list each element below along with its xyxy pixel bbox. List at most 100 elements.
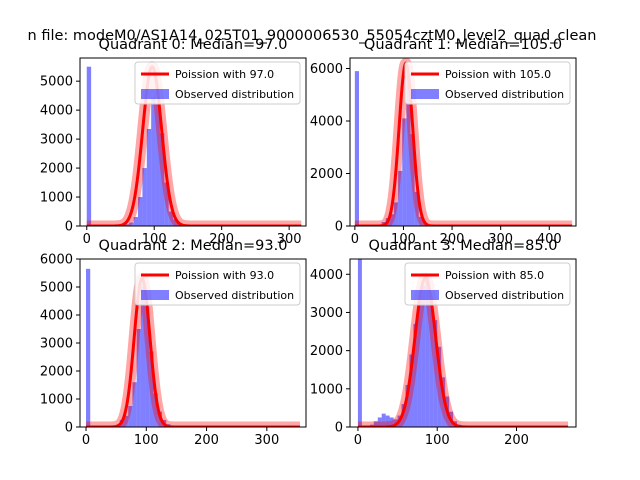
x-tick-label: 100 [142,232,167,247]
x-tick-label: 0 [82,433,90,448]
x-tick-label: 300 [254,433,279,448]
subplot-quadrant-3: Quadrant 3: Median=85.00 100 2000100020003… [310,238,577,448]
histogram-bar [402,118,407,226]
histogram-bar [393,202,399,226]
figure-suptitle: n file: modeM0/AS1A14_025T01_9000006530_… [28,28,597,44]
histogram-bar [142,168,147,226]
histogram-bar [168,211,174,226]
x-tick-label: 200 [194,433,219,448]
legend: Poission with 85.0 Observed distribution [404,262,571,306]
histogram-bar [398,170,403,226]
legend-hist-label: Observed distribution [445,289,564,302]
histogram-bar [413,323,418,427]
subplot-quadrant-2: Quadrant 2: Median=93.00 100 200 3000100020… [40,238,307,448]
y-tick-label: 4000 [310,115,343,130]
legend: Poission with 93.0 Observed distribution [134,262,301,306]
legend-box [134,262,301,306]
histogram-bar [441,377,446,427]
y-tick-label: 2000 [40,365,73,380]
y-tick-label: 4000 [310,268,343,283]
legend-hist-label: Observed distribution [445,88,564,101]
histogram-bar [414,191,419,226]
y-tick-label: 3000 [310,306,343,321]
x-tick-label: 200 [504,433,529,448]
histogram-bar [421,285,426,427]
legend: Poission with 97.0 Observed distribution [134,61,301,105]
histogram-bar [385,415,390,427]
subplot-quadrant-0: Quadrant 0: Median=97.00 100 200 3000100020… [40,37,307,247]
axes-frame [79,57,307,227]
x-tick-label: 300 [277,232,302,247]
histogram-bar [132,382,137,427]
y-tick-label: 6000 [40,253,73,268]
histogram-bar [357,259,362,427]
histogram-bar [417,301,422,427]
y-tick-label: 0 [65,421,73,436]
y-tick-label: 4000 [40,104,73,119]
histogram-bar [381,413,386,427]
histogram-bar [123,415,129,427]
histogram-bar [149,351,154,427]
y-tick-label: 5000 [40,75,73,90]
histogram-bar [124,224,130,226]
y-tick-label: 0 [335,421,343,436]
y-tick-label: 3000 [40,133,73,148]
x-tick-label: 100 [391,232,416,247]
histogram-bar [164,182,169,226]
histogram-bar [153,393,158,427]
y-tick-label: 2000 [310,167,343,182]
y-tick-label: 0 [65,220,73,235]
y-tick-label: 1000 [310,382,343,397]
histogram-bar [409,354,414,427]
fit-curve [85,277,301,427]
legend-hist-swatch [411,89,439,99]
y-tick-label: 1000 [40,191,73,206]
legend-hist-swatch [141,89,169,99]
subplot-title: Quadrant 1: Median=105.0 [364,37,562,53]
plot-area [81,268,305,427]
legend-fit-label: Poission with 105.0 [445,68,551,81]
histogram-bar [437,346,442,427]
legend-box [404,262,571,306]
histogram-bar [389,417,394,427]
histogram-bar [86,268,91,427]
x-tick-label: 300 [488,232,513,247]
y-tick-label: 0 [335,220,343,235]
x-tick-label: 200 [209,232,234,247]
histogram-bar [151,97,156,226]
histogram-bar [145,306,150,427]
histogram-bar [410,134,415,226]
subplot-quadrant-1: Quadrant 1: Median=105.0 0 100 200 300 4000 20… [310,37,577,247]
histogram-bar [377,417,382,427]
histogram-bar [136,329,141,427]
histogram-bar [129,222,134,226]
legend-hist-label: Observed distribution [175,88,294,101]
x-tick-label: 400 [537,232,562,247]
x-tick-label: 100 [425,433,450,448]
histogram-bar [138,197,143,226]
histogram-bar [425,274,430,427]
fit-curve [353,61,574,226]
histogram-bar [354,71,359,226]
y-tick-label: 2000 [40,162,73,177]
axes-frame [349,57,577,227]
histogram-bar [418,216,423,226]
histogram-bar [429,297,434,427]
legend-fit-label: Poission with 93.0 [175,269,274,282]
y-tick-label: 6000 [310,62,343,77]
x-tick-label: 0 [354,433,362,448]
x-tick-label: 0 [83,232,91,247]
histogram-bar [133,217,139,226]
histogram-bar [128,406,133,427]
histogram-bar [159,133,165,226]
legend-hist-swatch [411,290,439,300]
legend-hist-label: Observed distribution [175,289,294,302]
plot-area [352,259,574,427]
legend-box [134,61,301,105]
legend-hist-swatch [141,290,169,300]
histogram-bar [405,385,410,427]
x-tick-label: 200 [440,232,465,247]
legend-fit-label: Poission with 85.0 [445,269,544,282]
y-tick-label: 3000 [40,337,73,352]
subplot-title: Quadrant 3: Median=85.0 [369,238,558,254]
